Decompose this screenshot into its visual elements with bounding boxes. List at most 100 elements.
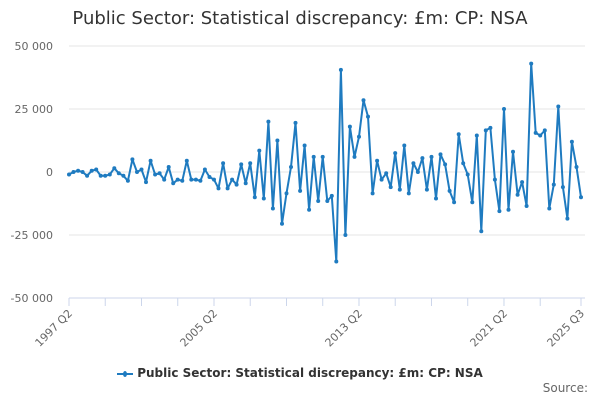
data-point[interactable] (352, 154, 357, 159)
data-point[interactable] (465, 172, 470, 177)
data-point[interactable] (171, 181, 176, 186)
data-point[interactable] (452, 200, 457, 205)
data-point[interactable] (520, 180, 525, 185)
data-point[interactable] (438, 152, 443, 157)
data-point[interactable] (130, 157, 135, 162)
data-point[interactable] (556, 104, 561, 109)
data-point[interactable] (574, 165, 579, 169)
data-point[interactable] (397, 187, 402, 192)
data-point[interactable] (551, 182, 556, 187)
data-point[interactable] (148, 158, 153, 163)
data-point[interactable] (384, 171, 389, 176)
data-point[interactable] (184, 158, 189, 163)
data-point[interactable] (479, 229, 484, 234)
data-point[interactable] (71, 170, 76, 174)
data-point[interactable] (320, 154, 325, 159)
data-point[interactable] (257, 148, 262, 153)
data-point[interactable] (388, 185, 393, 190)
data-point[interactable] (579, 195, 583, 200)
data-point[interactable] (98, 173, 103, 178)
data-point[interactable] (221, 161, 226, 166)
data-point[interactable] (216, 186, 221, 191)
data-point[interactable] (470, 200, 475, 205)
data-point[interactable] (434, 196, 438, 201)
data-point[interactable] (252, 195, 257, 200)
data-point[interactable] (261, 196, 266, 201)
data-point[interactable] (212, 177, 216, 182)
data-point[interactable] (379, 177, 384, 182)
data-point[interactable] (347, 124, 352, 129)
series-line[interactable] (68, 62, 582, 263)
data-point[interactable] (202, 167, 207, 172)
data-point[interactable] (239, 162, 244, 167)
data-point[interactable] (112, 166, 117, 171)
data-point[interactable] (189, 177, 194, 182)
data-point[interactable] (144, 180, 148, 185)
data-point[interactable] (76, 168, 81, 173)
data-point[interactable] (289, 165, 293, 169)
data-point[interactable] (429, 154, 434, 159)
data-point[interactable] (162, 177, 167, 182)
data-point[interactable] (180, 178, 185, 183)
data-point[interactable] (511, 149, 515, 154)
data-point[interactable] (85, 173, 90, 178)
data-point[interactable] (275, 138, 280, 143)
data-point[interactable] (175, 177, 180, 182)
data-point[interactable] (456, 132, 461, 137)
data-point[interactable] (107, 172, 112, 177)
data-point[interactable] (284, 191, 289, 196)
data-point[interactable] (406, 191, 411, 196)
data-point[interactable] (94, 167, 99, 172)
legend-item[interactable]: Public Sector: Statistical discrepancy: … (0, 366, 600, 380)
data-point[interactable] (361, 98, 366, 103)
data-point[interactable] (193, 177, 198, 182)
data-point[interactable] (157, 171, 162, 176)
data-point[interactable] (420, 156, 425, 161)
data-point[interactable] (474, 133, 479, 138)
data-point[interactable] (502, 107, 506, 111)
data-point[interactable] (547, 206, 552, 211)
data-point[interactable] (270, 206, 275, 211)
data-point[interactable] (529, 61, 534, 66)
data-point[interactable] (375, 158, 380, 163)
data-point[interactable] (338, 67, 343, 72)
data-point[interactable] (569, 139, 574, 144)
data-point[interactable] (125, 178, 130, 183)
data-point[interactable] (461, 161, 466, 166)
data-point[interactable] (248, 161, 253, 166)
data-point[interactable] (325, 199, 330, 203)
data-point[interactable] (80, 170, 85, 174)
data-point[interactable] (443, 162, 448, 167)
data-point[interactable] (243, 181, 248, 186)
data-point[interactable] (492, 177, 497, 182)
data-point[interactable] (483, 128, 488, 133)
data-point[interactable] (153, 172, 158, 177)
data-point[interactable] (298, 188, 303, 193)
data-point[interactable] (280, 221, 284, 226)
data-point[interactable] (497, 209, 502, 214)
data-point[interactable] (402, 143, 407, 148)
data-point[interactable] (393, 151, 398, 156)
data-point[interactable] (424, 187, 429, 192)
data-point[interactable] (515, 192, 520, 197)
data-point[interactable] (316, 199, 321, 203)
data-point[interactable] (116, 171, 121, 176)
data-point[interactable] (411, 161, 416, 166)
data-point[interactable] (67, 172, 71, 177)
data-point[interactable] (198, 178, 203, 183)
data-point[interactable] (166, 165, 171, 169)
data-point[interactable] (370, 191, 375, 196)
data-point[interactable] (447, 188, 452, 193)
data-point[interactable] (415, 170, 420, 174)
data-point[interactable] (234, 182, 239, 187)
data-point[interactable] (533, 130, 538, 135)
data-point[interactable] (103, 173, 108, 178)
data-point[interactable] (538, 133, 543, 138)
data-point[interactable] (139, 167, 144, 172)
data-point[interactable] (293, 120, 298, 125)
data-point[interactable] (230, 177, 235, 182)
data-point[interactable] (311, 154, 316, 159)
data-point[interactable] (506, 207, 511, 212)
data-point[interactable] (89, 168, 94, 173)
data-point[interactable] (542, 128, 547, 133)
